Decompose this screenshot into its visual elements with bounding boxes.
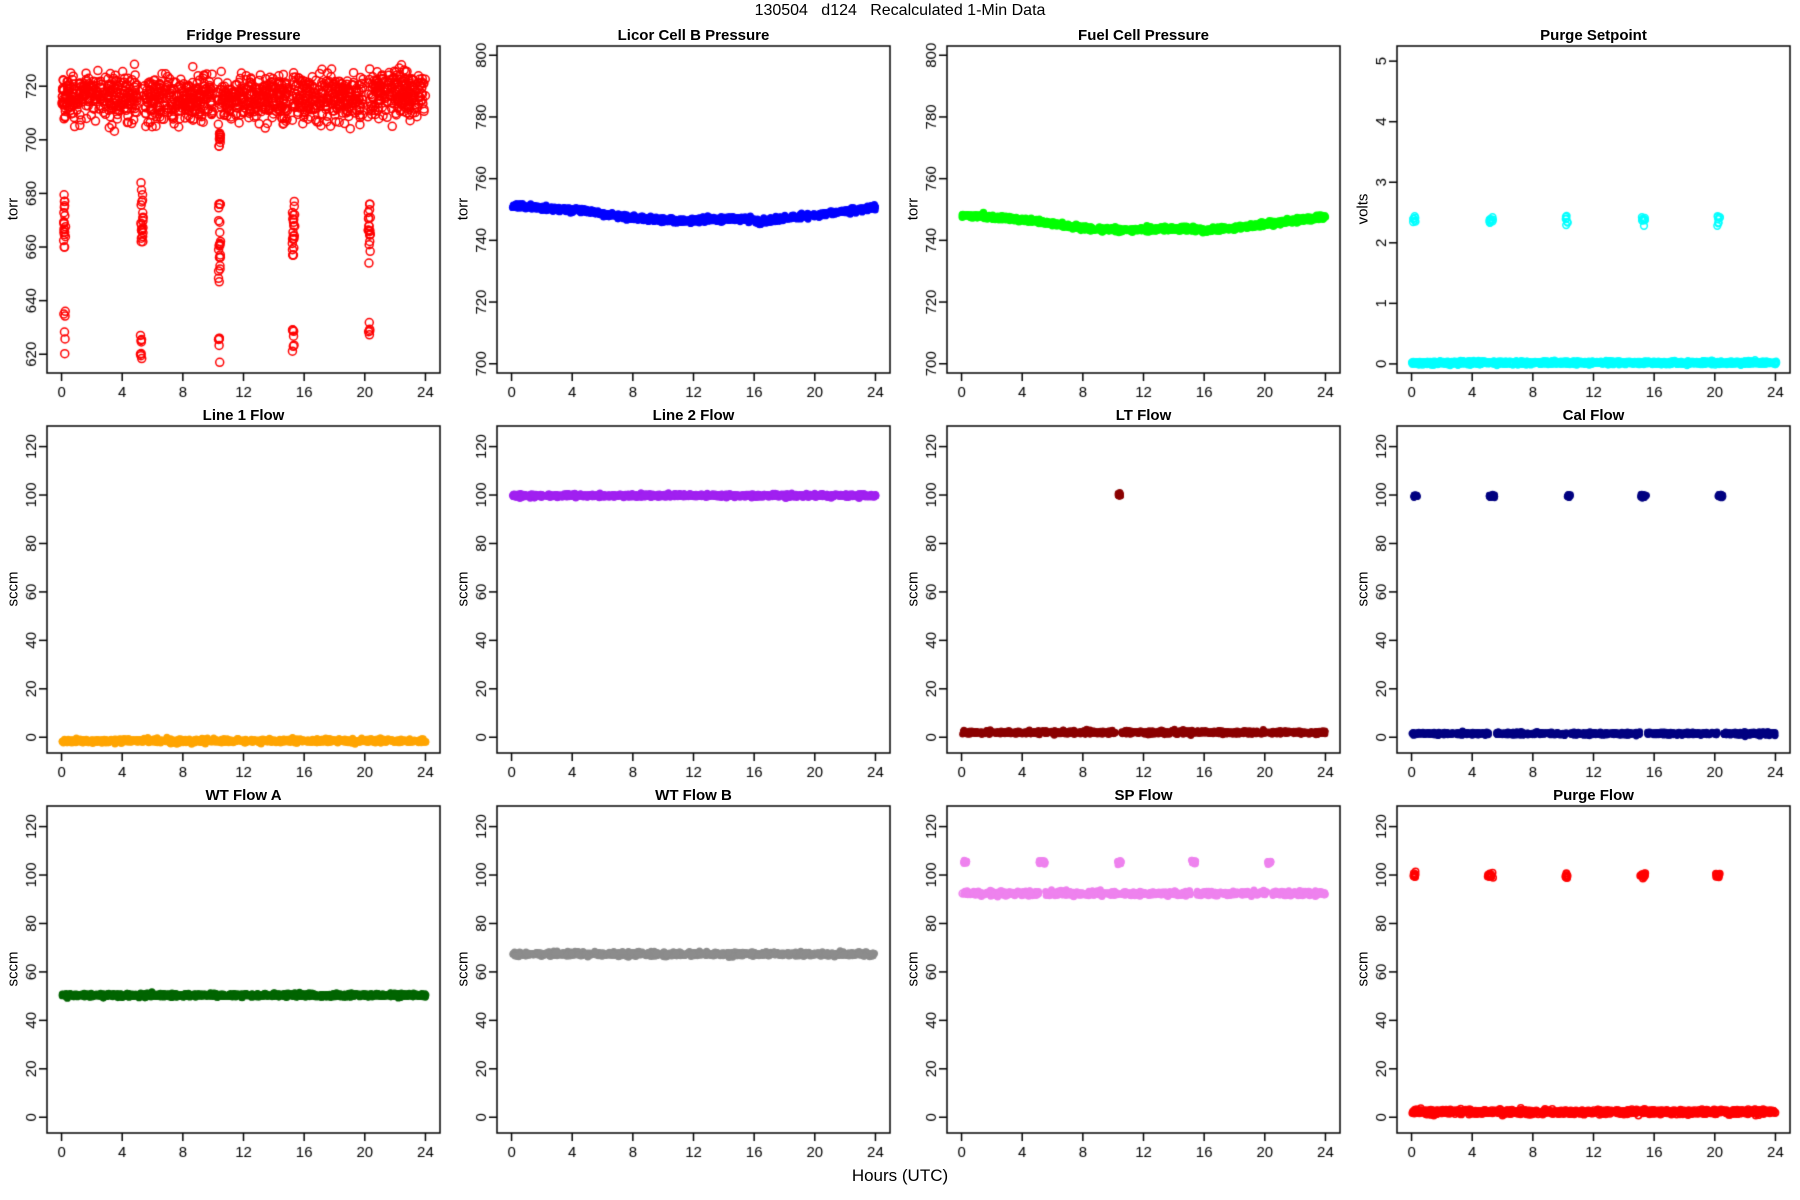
panel-licor-cell-b-pressure: Licor Cell B Pressure torr (450, 26, 900, 406)
plot-area (900, 26, 1350, 406)
panel-line-2-flow: Line 2 Flow sccm (450, 406, 900, 786)
x-axis-label: Hours (UTC) (851, 1166, 949, 1185)
panel-sp-flow: SP Flow sccm (900, 786, 1350, 1166)
panel-line-1-flow: Line 1 Flow sccm (0, 406, 450, 786)
panel-cal-flow: Cal Flow sccm (1350, 406, 1800, 786)
plot-area (900, 786, 1350, 1166)
plot-area (0, 786, 450, 1166)
panels-grid: Fridge Pressure torr Licor Cell B Pressu… (0, 26, 1800, 1166)
figure-title: 130504 d124 Recalculated 1-Min Data (754, 2, 1046, 19)
plot-area (450, 406, 900, 786)
plot-area (0, 26, 450, 406)
panel-fridge-pressure: Fridge Pressure torr (0, 26, 450, 406)
panel-wt-flow-a: WT Flow A sccm (0, 786, 450, 1166)
panel-purge-flow: Purge Flow sccm (1350, 786, 1800, 1166)
plot-area (450, 26, 900, 406)
plot-area (1350, 406, 1800, 786)
panel-purge-setpoint: Purge Setpoint volts (1350, 26, 1800, 406)
plot-area (450, 786, 900, 1166)
panel-lt-flow: LT Flow sccm (900, 406, 1350, 786)
plot-area (1350, 786, 1800, 1166)
plot-area (1350, 26, 1800, 406)
panel-fuel-cell-pressure: Fuel Cell Pressure torr (900, 26, 1350, 406)
plot-area (900, 406, 1350, 786)
plot-area (0, 406, 450, 786)
panel-wt-flow-b: WT Flow B sccm (450, 786, 900, 1166)
